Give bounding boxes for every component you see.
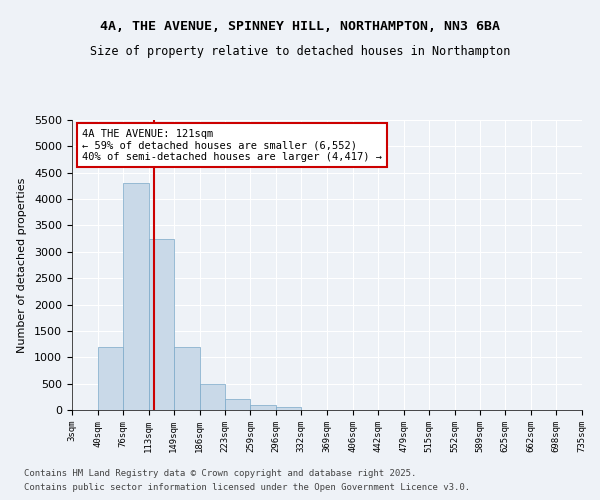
Bar bbox=[225, 400, 250, 410]
Bar bbox=[123, 184, 149, 410]
Y-axis label: Number of detached properties: Number of detached properties bbox=[17, 178, 27, 352]
Text: 4A, THE AVENUE, SPINNEY HILL, NORTHAMPTON, NN3 6BA: 4A, THE AVENUE, SPINNEY HILL, NORTHAMPTO… bbox=[100, 20, 500, 33]
Bar bbox=[199, 384, 225, 410]
Bar bbox=[250, 404, 276, 410]
Text: 4A THE AVENUE: 121sqm
← 59% of detached houses are smaller (6,552)
40% of semi-d: 4A THE AVENUE: 121sqm ← 59% of detached … bbox=[82, 128, 382, 162]
Text: Contains public sector information licensed under the Open Government Licence v3: Contains public sector information licen… bbox=[24, 484, 470, 492]
Text: Size of property relative to detached houses in Northampton: Size of property relative to detached ho… bbox=[90, 45, 510, 58]
Text: Contains HM Land Registry data © Crown copyright and database right 2025.: Contains HM Land Registry data © Crown c… bbox=[24, 468, 416, 477]
Bar bbox=[276, 408, 301, 410]
Bar bbox=[149, 238, 174, 410]
Bar bbox=[174, 346, 199, 410]
Bar bbox=[98, 346, 123, 410]
